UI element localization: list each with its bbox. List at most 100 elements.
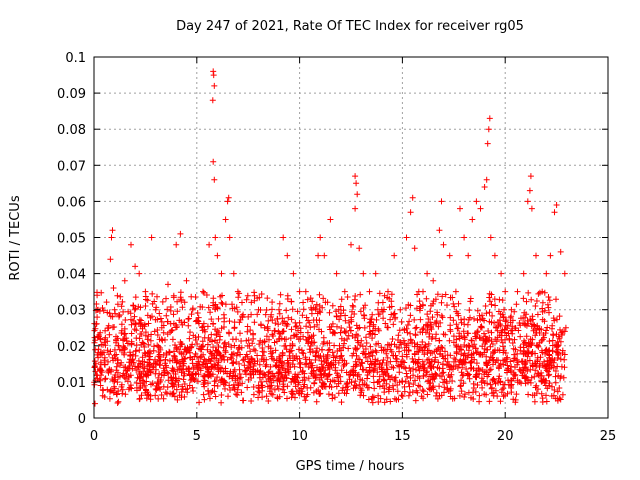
data-point	[302, 356, 309, 363]
data-point	[300, 299, 307, 306]
data-point	[250, 371, 257, 378]
data-point	[280, 383, 287, 390]
data-point	[315, 352, 322, 359]
data-point	[185, 316, 192, 322]
data-point	[553, 348, 560, 355]
data-point	[546, 338, 553, 345]
data-point	[316, 391, 323, 397]
data-point	[444, 358, 451, 365]
data-point	[181, 319, 188, 326]
data-point	[518, 380, 525, 387]
data-point	[316, 291, 323, 298]
data-point	[234, 308, 241, 315]
data-point	[138, 392, 145, 399]
data-point	[363, 354, 369, 361]
data-point	[170, 292, 177, 299]
data-point	[231, 366, 238, 373]
data-point	[350, 363, 357, 370]
data-point	[212, 393, 219, 400]
data-point	[405, 340, 412, 347]
data-point	[235, 294, 242, 301]
data-point	[420, 365, 427, 372]
data-point	[436, 227, 443, 234]
data-point	[291, 377, 298, 384]
data-point	[256, 374, 263, 381]
data-point	[109, 227, 116, 234]
data-point	[562, 324, 569, 331]
data-point	[420, 373, 427, 380]
data-point	[121, 277, 128, 284]
data-point	[310, 332, 317, 339]
data-point	[211, 382, 218, 389]
data-point	[234, 392, 241, 398]
data-point	[140, 368, 147, 375]
data-point	[250, 391, 257, 398]
data-point	[119, 372, 126, 379]
data-point	[272, 320, 279, 327]
data-point	[181, 299, 188, 306]
data-point	[210, 302, 217, 309]
data-point	[336, 342, 343, 349]
data-point	[136, 270, 143, 277]
data-point	[222, 347, 229, 354]
data-point	[106, 395, 113, 402]
data-point	[337, 303, 344, 310]
data-point	[483, 310, 490, 317]
data-point	[101, 394, 108, 400]
data-point	[333, 308, 339, 315]
data-point	[393, 396, 400, 403]
data-point	[329, 349, 336, 356]
data-point	[327, 216, 334, 223]
data-point	[267, 313, 274, 320]
data-point	[427, 319, 434, 326]
data-point	[266, 376, 273, 382]
data-point	[114, 379, 121, 386]
data-point	[113, 367, 120, 374]
data-point	[522, 358, 529, 365]
data-point	[484, 346, 491, 353]
data-point	[407, 302, 414, 309]
data-point	[461, 234, 468, 241]
data-point	[531, 398, 538, 405]
data-point	[186, 335, 193, 342]
data-point	[428, 326, 435, 333]
data-point	[397, 306, 404, 313]
data-point	[183, 277, 190, 284]
data-point	[276, 364, 283, 371]
data-point	[533, 298, 540, 304]
data-point	[361, 324, 368, 331]
data-point	[450, 317, 457, 324]
data-point	[360, 270, 367, 277]
data-point	[559, 391, 566, 398]
data-point	[177, 289, 184, 296]
data-point	[107, 256, 114, 263]
data-point	[376, 383, 383, 390]
data-point	[262, 311, 269, 318]
data-point	[239, 299, 245, 306]
data-point	[196, 399, 203, 406]
data-point	[248, 375, 255, 381]
data-point	[242, 354, 249, 360]
data-point	[387, 346, 394, 353]
data-point	[352, 384, 359, 391]
data-point	[482, 341, 488, 347]
data-point	[492, 380, 499, 387]
data-point	[539, 288, 546, 295]
data-point	[396, 369, 403, 376]
data-point	[398, 341, 405, 348]
data-point	[372, 270, 379, 277]
data-point	[194, 310, 201, 316]
data-point	[305, 375, 312, 382]
data-point	[225, 393, 231, 400]
data-point	[505, 330, 512, 337]
data-point	[452, 288, 459, 295]
data-point	[126, 362, 133, 369]
data-point	[254, 311, 261, 318]
data-point	[372, 331, 378, 338]
data-point	[484, 362, 491, 369]
data-point	[109, 354, 116, 361]
data-point	[264, 323, 271, 330]
data-point	[225, 194, 232, 201]
data-point	[488, 329, 495, 336]
data-point	[212, 377, 219, 384]
